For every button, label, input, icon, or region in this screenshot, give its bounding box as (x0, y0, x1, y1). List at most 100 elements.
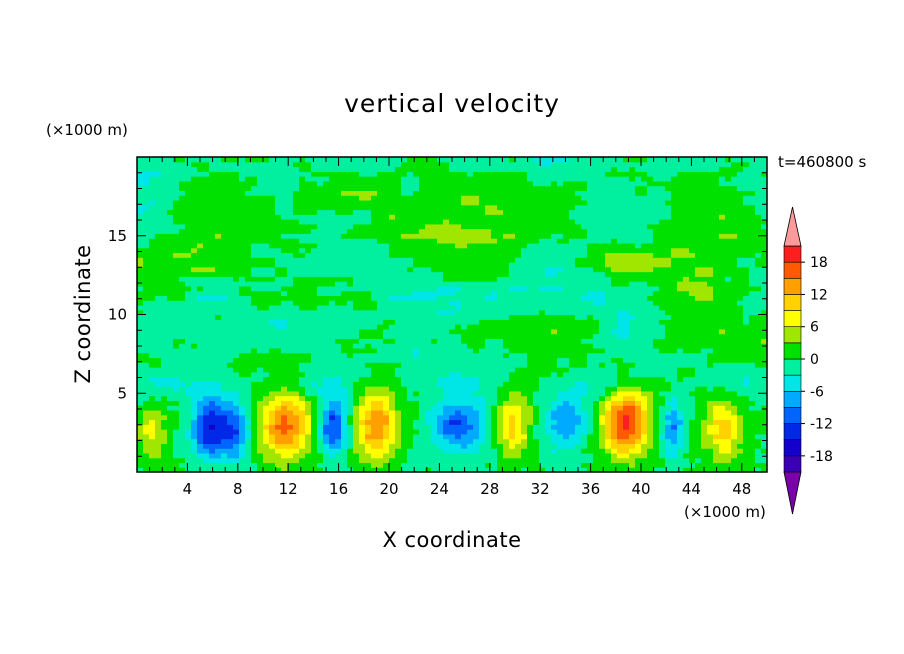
contour-cell (137, 319, 270, 325)
contour-cell (491, 290, 498, 297)
contour-cell (707, 357, 767, 363)
contour-cell (497, 424, 504, 430)
contour-cell (275, 419, 282, 425)
contour-cell (743, 448, 756, 454)
contour-cell (389, 433, 396, 440)
contour-cell (731, 276, 750, 282)
contour-cell (347, 300, 354, 306)
contour-cell (137, 171, 162, 177)
contour-cell (389, 242, 456, 249)
contour-cell (281, 452, 294, 459)
contour-cell (695, 295, 714, 301)
contour-cell (641, 419, 648, 425)
contour-cell (653, 433, 660, 440)
x-unit-label: (×1000 m) (684, 503, 766, 521)
contour-cell (761, 309, 767, 316)
contour-cell (281, 405, 288, 411)
contour-cell (623, 157, 648, 163)
contour-cell (611, 452, 618, 459)
contour-cell (311, 161, 402, 168)
contour-cell (635, 362, 708, 368)
contour-cell (533, 157, 570, 163)
contour-cell (503, 400, 528, 406)
contour-cell (491, 233, 504, 239)
contour-cell (155, 419, 162, 425)
contour-cell (395, 400, 420, 406)
contour-cell (167, 405, 192, 411)
contour-cell (269, 390, 300, 397)
contour-cell (389, 414, 396, 421)
contour-cell (611, 409, 618, 416)
contour-cell (749, 161, 767, 168)
contour-cell (323, 448, 342, 454)
contour-cell (317, 386, 348, 392)
contour-cell (503, 233, 516, 239)
contour-cell (359, 328, 384, 335)
contour-cell (137, 395, 150, 402)
contour-cell (299, 157, 306, 163)
contour-cell (515, 429, 522, 435)
contour-cell (209, 166, 300, 172)
contour-cell (371, 209, 486, 215)
contour-cell (509, 262, 576, 268)
contour-cell (593, 333, 618, 339)
contour-cell (197, 247, 252, 254)
contour-cell (683, 409, 696, 416)
contour-cell (317, 285, 438, 292)
contour-cell (299, 424, 306, 430)
contour-cell (689, 433, 702, 440)
contour-cell (461, 195, 480, 201)
contour-cell (293, 190, 342, 196)
contour-cell (275, 438, 294, 444)
contour-cell (671, 204, 756, 211)
contour-cell (449, 161, 540, 168)
contour-cell (617, 381, 672, 387)
contour-cell (305, 252, 390, 258)
contour-cell (551, 233, 564, 239)
contour-cell (245, 443, 252, 449)
contour-cell (197, 400, 210, 406)
contour-cell (203, 414, 228, 421)
contour-cell (137, 228, 180, 234)
contour-cell (431, 424, 438, 430)
contour-cell (407, 395, 444, 402)
contour-cell (341, 419, 348, 425)
contour-cell (191, 424, 198, 430)
contour-cell (659, 319, 744, 325)
contour-cell (587, 467, 654, 472)
contour-cell (731, 409, 738, 416)
contour-cell (437, 295, 486, 301)
contour-cell (275, 433, 294, 440)
contour-cell (695, 405, 708, 411)
contour-cell (665, 462, 696, 468)
contour-cell (539, 448, 552, 454)
contour-cell (137, 242, 150, 249)
contour-cell (665, 400, 678, 406)
contour-cell (485, 419, 492, 425)
contour-cell (395, 438, 402, 444)
contour-cell (713, 295, 744, 301)
contour-cell (371, 429, 384, 435)
contour-cell (461, 285, 510, 292)
contour-cell (635, 185, 648, 192)
contour-cell (617, 419, 624, 425)
contour-cell (467, 419, 480, 425)
contour-cell (269, 319, 288, 325)
contour-cell (239, 176, 246, 182)
contour-cell (137, 371, 240, 378)
contour-cell (503, 414, 510, 421)
contour-cell (497, 462, 540, 468)
contour-cell (629, 448, 642, 454)
contour-cell (557, 429, 576, 435)
contour-cell (509, 266, 546, 273)
contour-cell (245, 438, 252, 444)
contour-cell (599, 419, 606, 425)
contour-cell (167, 429, 174, 435)
contour-cell (713, 419, 732, 425)
contour-cell (449, 219, 576, 225)
contour-cell (731, 400, 756, 406)
contour-cell (275, 276, 294, 282)
contour-cell (509, 271, 546, 277)
contour-cell (665, 199, 744, 206)
contour-cell (641, 433, 648, 440)
